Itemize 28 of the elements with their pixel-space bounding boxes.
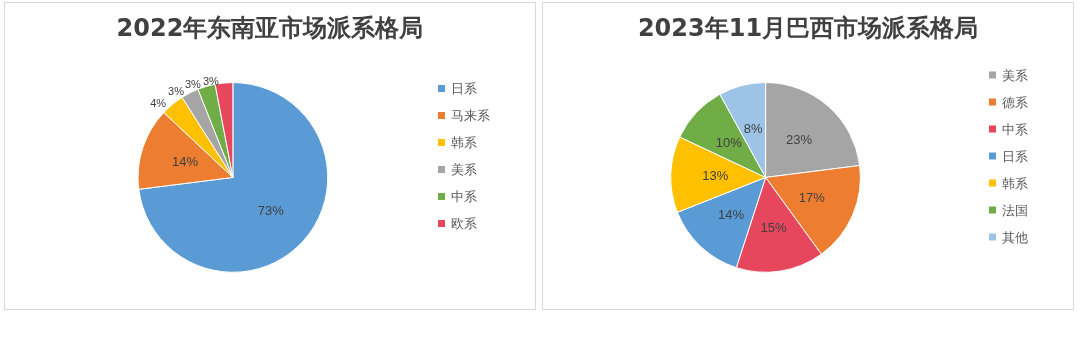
data-label: 23%: [785, 132, 813, 148]
data-label: 14%: [718, 206, 745, 222]
legend-label: 中系: [1002, 121, 1028, 137]
data-label: 73%: [257, 203, 285, 219]
data-label: 8%: [743, 121, 763, 137]
legend-label: 欧系: [451, 216, 477, 231]
legend-label: 德系: [1002, 94, 1028, 110]
data-label: 17%: [798, 189, 826, 205]
legend-label: 日系: [451, 81, 477, 96]
legend-label: 中系: [451, 189, 477, 204]
chart-title: 2023年11月巴西市场派系格局: [637, 14, 979, 42]
legend-label: 美系: [451, 162, 477, 177]
data-label: 3%: [202, 74, 219, 87]
legend-label: 美系: [1002, 67, 1028, 83]
data-label: 13%: [702, 168, 729, 184]
chart-title: 2022年东南亚市场派系格局: [116, 14, 424, 42]
data-label: 14%: [171, 154, 199, 170]
legend-label: 法国: [1002, 202, 1028, 218]
data-label: 15%: [760, 219, 787, 235]
legend-label: 韩系: [1002, 175, 1028, 191]
data-label: 4%: [150, 96, 167, 109]
data-label: 10%: [715, 135, 743, 151]
legend-label: 韩系: [451, 135, 477, 150]
legend-label: 马来系: [451, 108, 490, 123]
data-label: 3%: [168, 85, 185, 98]
legend-label: 日系: [1002, 148, 1028, 164]
legend-label: 其他: [1002, 229, 1028, 245]
data-label: 3%: [184, 78, 202, 91]
